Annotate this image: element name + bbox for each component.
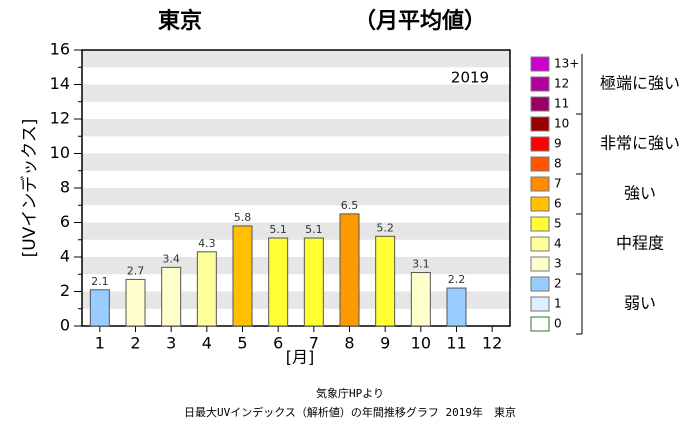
y-tick-label: 6 bbox=[60, 212, 70, 231]
legend-label: 5 bbox=[554, 217, 562, 231]
x-tick-label: 2 bbox=[130, 334, 140, 353]
bar bbox=[196, 251, 217, 327]
legend-swatch bbox=[530, 156, 550, 172]
bar bbox=[446, 287, 467, 327]
grid-stripe bbox=[82, 119, 510, 137]
chart-title: 東京 bbox=[158, 8, 202, 34]
x-tick-label: 7 bbox=[309, 334, 319, 353]
y-tick-label: 14 bbox=[50, 74, 70, 93]
value-label: 5.2 bbox=[376, 221, 394, 234]
legend-group-label: 非常に強い bbox=[600, 134, 680, 153]
grid-stripe bbox=[82, 291, 510, 309]
value-label: 2.7 bbox=[127, 264, 145, 277]
legend-swatch bbox=[530, 276, 550, 292]
legend-label: 13+ bbox=[554, 57, 579, 71]
legend-label: 9 bbox=[554, 137, 562, 151]
y-tick-label: 16 bbox=[50, 40, 70, 59]
source: 気象庁HPより bbox=[316, 386, 384, 400]
legend-label: 1 bbox=[554, 297, 562, 311]
y-tick-label: 0 bbox=[60, 316, 70, 335]
bar bbox=[375, 235, 396, 327]
legend-swatch bbox=[530, 116, 550, 132]
grid-stripe bbox=[82, 257, 510, 275]
legend-swatch bbox=[530, 136, 550, 152]
grid-stripe bbox=[82, 84, 510, 102]
grid-stripe bbox=[82, 222, 510, 240]
legend-swatch bbox=[530, 176, 550, 192]
x-tick-label: 9 bbox=[380, 334, 390, 353]
legend-label: 8 bbox=[554, 157, 562, 171]
value-label: 3.4 bbox=[162, 252, 180, 265]
x-tick-label: 12 bbox=[482, 334, 502, 353]
legend-label: 4 bbox=[554, 237, 562, 251]
legend-label: 2 bbox=[554, 277, 562, 291]
legend-swatch bbox=[530, 236, 550, 252]
y-axis-label: [UVインデックス] bbox=[19, 119, 40, 258]
legend-label: 11 bbox=[554, 97, 569, 111]
x-tick-label: 11 bbox=[446, 334, 466, 353]
x-tick-label: 3 bbox=[166, 334, 176, 353]
x-tick-label: 8 bbox=[344, 334, 354, 353]
bar bbox=[410, 272, 431, 327]
x-tick-label: 10 bbox=[411, 334, 431, 353]
bar bbox=[339, 213, 360, 327]
chart-subtitle: （月平均値） bbox=[354, 8, 486, 34]
legend-group-label: 極端に強い bbox=[600, 74, 680, 93]
x-tick-label: 4 bbox=[202, 334, 212, 353]
legend-swatch bbox=[530, 96, 550, 112]
legend-label: 3 bbox=[554, 257, 562, 271]
y-tick-label: 2 bbox=[60, 281, 70, 300]
legend-label: 12 bbox=[554, 77, 569, 91]
value-label: 4.3 bbox=[198, 237, 216, 250]
value-label: 2.2 bbox=[448, 273, 466, 286]
bar bbox=[89, 289, 110, 327]
value-label: 3.1 bbox=[412, 258, 430, 271]
x-tick-label: 5 bbox=[237, 334, 247, 353]
legend-swatch bbox=[530, 316, 550, 332]
value-label: 6.5 bbox=[341, 199, 359, 212]
caption: 日最大UVインデックス（解析値）の年間推移グラフ 2019年 東京 bbox=[184, 405, 516, 419]
y-tick-label: 8 bbox=[60, 178, 70, 197]
grid-stripe bbox=[82, 153, 510, 171]
value-label: 5.8 bbox=[234, 211, 252, 224]
y-tick-label: 10 bbox=[50, 143, 70, 162]
legend-swatch bbox=[530, 196, 550, 212]
bar bbox=[268, 237, 289, 327]
legend-swatch bbox=[530, 296, 550, 312]
value-label: 5.1 bbox=[305, 223, 323, 236]
bar bbox=[303, 237, 324, 327]
x-tick-label: 6 bbox=[273, 334, 283, 353]
legend-group-label: 強い bbox=[624, 184, 656, 203]
bar bbox=[232, 225, 253, 327]
x-axis-label: [月] bbox=[286, 348, 315, 367]
value-label: 5.1 bbox=[269, 223, 287, 236]
legend-group-label: 弱い bbox=[624, 294, 656, 313]
annotation: 2019 bbox=[451, 69, 489, 87]
grid-stripe bbox=[82, 50, 510, 68]
bar bbox=[161, 266, 182, 327]
grid-stripe bbox=[82, 188, 510, 206]
legend-label: 7 bbox=[554, 177, 562, 191]
legend-swatch bbox=[530, 76, 550, 92]
legend-label: 6 bbox=[554, 197, 562, 211]
legend-label: 10 bbox=[554, 117, 569, 131]
y-tick-label: 4 bbox=[60, 247, 70, 266]
legend-swatch bbox=[530, 216, 550, 232]
legend-group-label: 中程度 bbox=[616, 234, 664, 253]
bar bbox=[125, 278, 146, 327]
legend-label: 0 bbox=[554, 317, 562, 331]
value-label: 2.1 bbox=[91, 275, 109, 288]
legend-swatch bbox=[530, 256, 550, 272]
y-tick-label: 12 bbox=[50, 109, 70, 128]
x-tick-label: 1 bbox=[95, 334, 105, 353]
legend-swatch bbox=[530, 56, 550, 72]
